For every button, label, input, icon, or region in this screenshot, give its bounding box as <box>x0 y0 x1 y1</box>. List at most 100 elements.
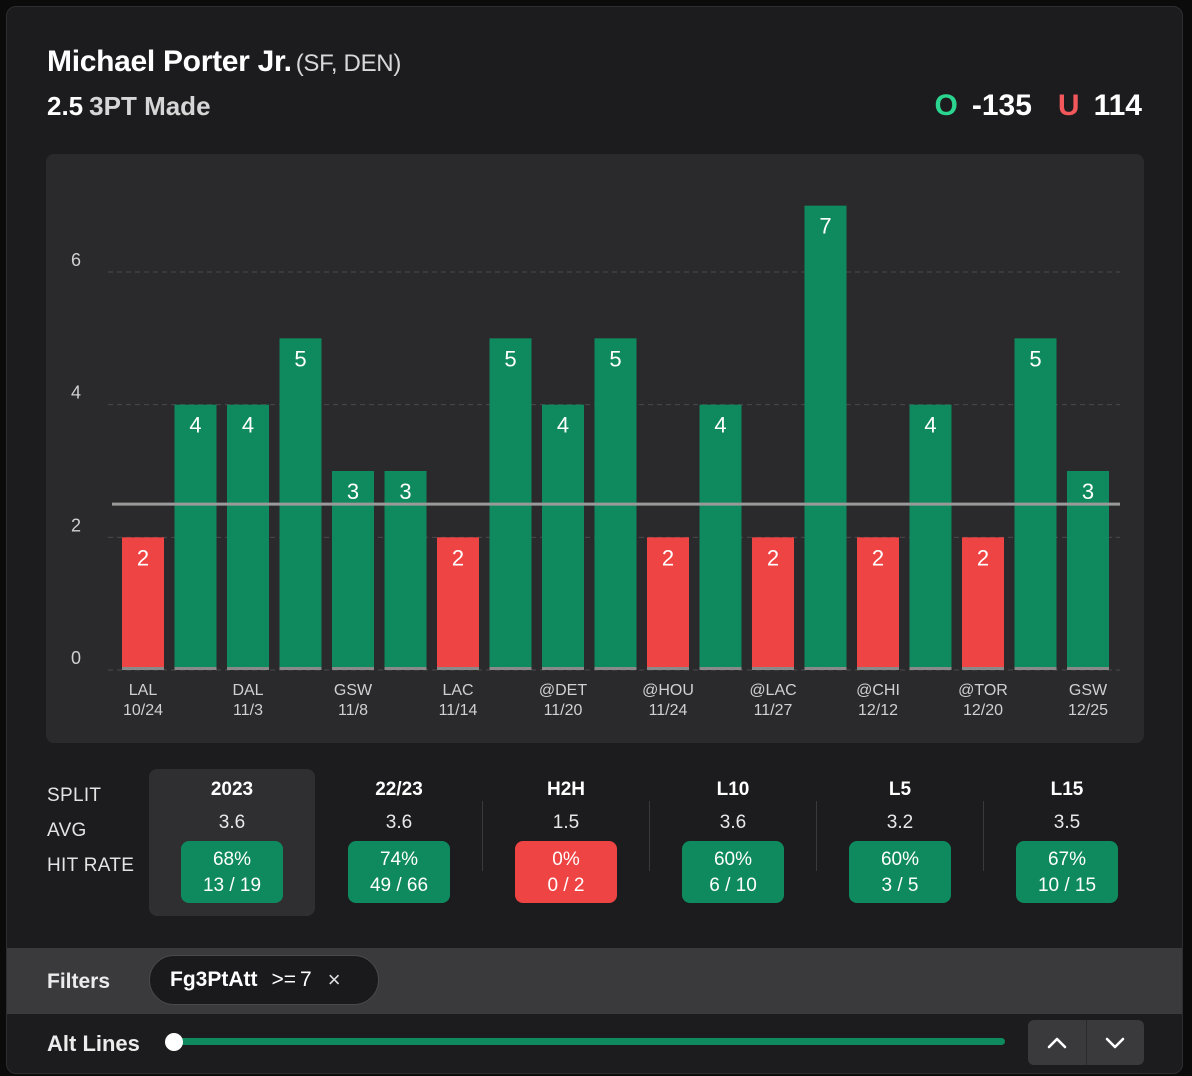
split-avg: 1.5 <box>552 812 580 833</box>
bar-value-label: 5 <box>504 346 516 371</box>
under-odds-button[interactable]: U 114 <box>1058 89 1142 123</box>
x-tick-date: 12/20 <box>963 702 1003 719</box>
increment-button[interactable] <box>1028 1020 1086 1065</box>
alt-lines-slider-handle[interactable] <box>165 1033 183 1051</box>
split-divider <box>983 801 984 871</box>
split-divider <box>482 801 483 871</box>
hit-rate-fraction: 10 / 15 <box>1037 875 1097 896</box>
split-column-2[interactable]: H2H 1.5 0% 0 / 2 <box>482 769 649 916</box>
hit-rate-fraction: 0 / 2 <box>547 875 585 896</box>
bar-base <box>594 667 637 670</box>
split-name: H2H <box>546 779 585 800</box>
decrement-button[interactable] <box>1085 1020 1145 1065</box>
over-odds-button[interactable]: O -135 <box>935 89 1032 123</box>
y-tick-label: 6 <box>71 250 81 270</box>
over-label: O <box>934 89 958 122</box>
x-tick-date: 11/24 <box>649 702 688 719</box>
bar <box>227 404 269 670</box>
over-odds: -135 <box>971 89 1032 122</box>
bar-value-label: 5 <box>294 346 306 371</box>
bar-value-label: 3 <box>347 479 359 504</box>
x-tick-date: 11/20 <box>544 702 583 719</box>
hit-rate-percent: 67% <box>1047 849 1087 870</box>
bar-base <box>122 667 164 670</box>
split-column-0[interactable]: 2023 3.6 68% 13 / 19 <box>149 769 315 916</box>
bar-base <box>962 667 1004 670</box>
bar-base <box>384 667 427 670</box>
bar-value-label: 5 <box>1029 346 1041 371</box>
split-column-5[interactable]: L15 3.5 67% 10 / 15 <box>983 769 1150 916</box>
bar <box>962 537 1004 670</box>
prop-title: 2.5 3PT Made <box>47 91 211 122</box>
x-tick-opponent: @TOR <box>958 682 1008 699</box>
bar-base <box>699 667 742 670</box>
filter-chip[interactable]: Fg3PtAtt >= 7 × <box>149 955 379 1005</box>
bar-value-label: 2 <box>452 545 464 570</box>
bar-value-label: 2 <box>662 545 674 570</box>
x-tick-opponent: LAL <box>129 682 158 699</box>
hit-rate-fraction: 3 / 5 <box>881 875 919 896</box>
split-column-3[interactable]: L10 3.6 60% 6 / 10 <box>649 769 816 916</box>
y-tick-label: 4 <box>71 383 81 403</box>
alt-lines-slider-track[interactable] <box>175 1038 1005 1045</box>
split-avg: 3.5 <box>1053 812 1081 833</box>
hit-rate-percent: 74% <box>379 849 419 870</box>
bar-value-label: 2 <box>977 545 989 570</box>
split-column-1[interactable]: 22/23 3.6 74% 49 / 66 <box>316 769 482 916</box>
bar-base <box>647 667 689 670</box>
split-name: 22/23 <box>375 779 423 800</box>
hit-rate-percent: 68% <box>212 849 252 870</box>
bar <box>909 404 952 670</box>
bar-value-label: 3 <box>399 479 411 504</box>
bar-value-label: 4 <box>189 413 201 438</box>
split-avg: 3.6 <box>385 812 413 833</box>
hit-rate-badge: 67% 10 / 15 <box>1016 841 1118 903</box>
x-tick-opponent: GSW <box>1069 682 1108 699</box>
x-tick-date: 11/14 <box>439 702 478 719</box>
player-name-row: Michael Porter Jr. (SF, DEN) <box>47 45 401 79</box>
bar-value-label: 5 <box>609 346 621 371</box>
filter-chip-name: Fg3PtAtt <box>170 968 258 991</box>
alt-lines-label: Alt Lines <box>47 1031 140 1056</box>
split-avg: 3.6 <box>218 812 246 833</box>
x-tick-date: 10/24 <box>123 702 163 719</box>
bar-base <box>857 667 899 670</box>
hit-rate-row-label: HIT RATE <box>47 855 135 876</box>
bar-value-label: 2 <box>872 545 884 570</box>
bar <box>542 404 584 670</box>
close-icon[interactable]: × <box>327 967 341 992</box>
bar <box>122 537 164 670</box>
hit-rate-badge: 60% 6 / 10 <box>682 841 784 903</box>
y-tick-label: 0 <box>71 648 81 668</box>
bar-base <box>542 667 584 670</box>
bar-base <box>752 667 794 670</box>
chevron-up-icon <box>1047 1037 1067 1048</box>
x-tick-opponent: GSW <box>334 682 373 699</box>
x-tick-opponent: LAC <box>442 682 473 699</box>
x-tick-opponent: DAL <box>232 682 263 699</box>
bar <box>647 537 689 670</box>
bar <box>857 537 899 670</box>
bar-value-label: 4 <box>242 413 254 438</box>
bar-base <box>437 667 479 670</box>
bar-value-label: 4 <box>714 413 726 438</box>
bar <box>174 404 217 670</box>
filters-label: Filters <box>47 970 111 993</box>
bar-value-label: 3 <box>1082 479 1094 504</box>
x-tick-date: 11/27 <box>754 702 793 719</box>
split-column-4[interactable]: L5 3.2 60% 3 / 5 <box>816 769 983 916</box>
bar-value-label: 7 <box>819 214 831 239</box>
odds-group: O -135 U 114 <box>935 89 1142 123</box>
split-name: L5 <box>888 779 912 800</box>
under-label: U <box>1057 89 1080 122</box>
split-name: L10 <box>716 779 750 800</box>
bar-base <box>1067 667 1109 670</box>
splits-table: SPLIT AVG HIT RATE 2023 3.6 68% 13 / 19 22/2… <box>7 769 1182 919</box>
hit-rate-percent: 0% <box>552 849 580 870</box>
bar-base <box>804 667 847 670</box>
bar-base <box>909 667 952 670</box>
bar-base <box>1014 667 1057 670</box>
bar-base <box>174 667 217 670</box>
x-tick-date: 11/3 <box>233 702 263 719</box>
x-tick-opponent: @CHI <box>856 682 900 699</box>
